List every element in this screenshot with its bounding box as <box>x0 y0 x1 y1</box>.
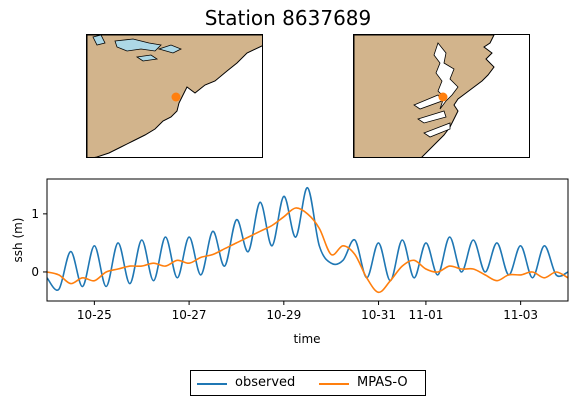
x-tick-label: 10-25 <box>77 308 112 322</box>
x-axis-ticks: 10-25 10-27 10-29 10-31 11-01 11-03 <box>77 301 538 322</box>
time-series-chart: 10-25 10-27 10-29 10-31 11-01 11-03 01 time s… <box>11 178 569 346</box>
x-axis-label: time <box>293 332 320 346</box>
chart-title: Station 8637689 <box>204 6 372 30</box>
lake-area <box>135 54 159 62</box>
lake-area <box>92 35 106 46</box>
bay-water <box>433 42 459 110</box>
x-tick-label: 11-03 <box>503 308 538 322</box>
legend-swatch-mpas-o <box>319 383 349 385</box>
lake-area <box>157 44 182 54</box>
y-axis-ticks: 01 <box>31 207 47 279</box>
legend: observed MPAS-O <box>190 370 426 396</box>
series-layer <box>46 186 569 294</box>
station-marker <box>438 92 448 102</box>
series-line-mpas-o <box>46 207 569 294</box>
y-tick-label: 1 <box>31 207 39 221</box>
legend-item-mpas-o: MPAS-O <box>309 375 427 391</box>
x-tick-label: 11-01 <box>408 308 443 322</box>
overview-map-drawing <box>87 35 262 157</box>
zoomed-map <box>353 34 530 158</box>
series-line-observed <box>46 186 569 292</box>
zoomed-map-drawing <box>354 35 495 157</box>
overview-map <box>86 34 263 158</box>
station-marker <box>171 92 181 102</box>
x-tick-label: 10-31 <box>361 308 396 322</box>
x-tick-label: 10-29 <box>266 308 301 322</box>
legend-swatch-observed <box>197 383 227 385</box>
y-tick-label: 0 <box>31 265 39 279</box>
bay-water <box>417 110 447 124</box>
bay-water <box>423 122 451 138</box>
plot-frame <box>46 178 569 302</box>
x-tick-label: 10-27 <box>172 308 207 322</box>
land-area <box>354 35 495 157</box>
legend-label-mpas-o: MPAS-O <box>357 375 408 390</box>
legend-label-observed: observed <box>235 375 296 390</box>
lake-area <box>114 38 162 52</box>
y-axis-label: ssh (m) <box>11 218 25 263</box>
legend-item-observed: observed <box>191 375 309 391</box>
